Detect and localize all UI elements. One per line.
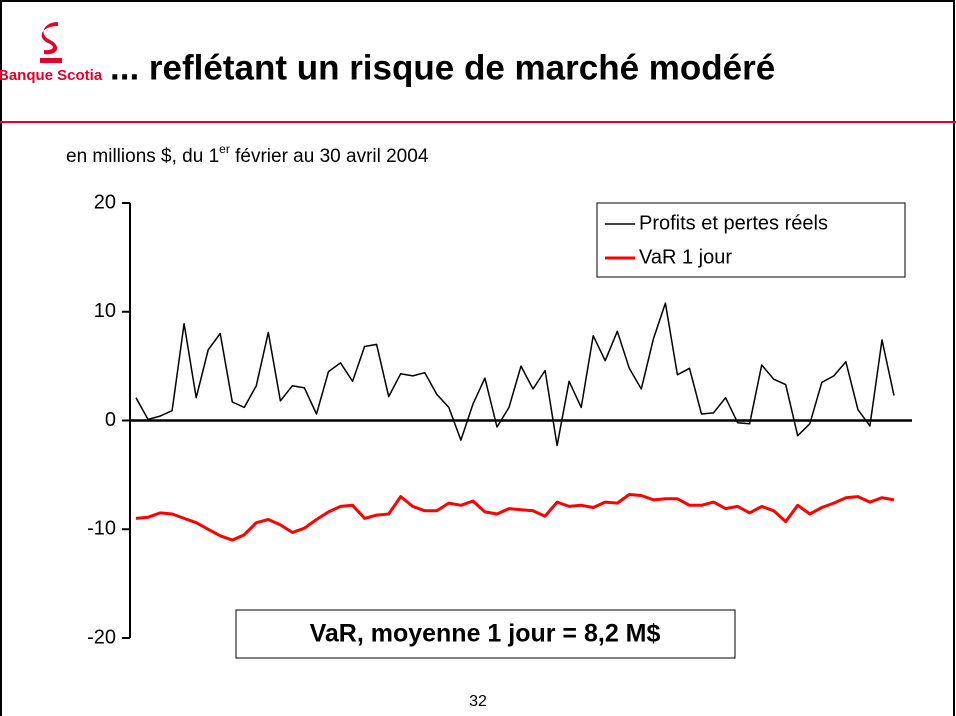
- y-tick-label: 10: [94, 300, 116, 322]
- series-line: [135, 302, 895, 447]
- logo-text: Banque Scotia: [0, 67, 103, 84]
- annotation: VaR, moyenne 1 jour = 8,2 M$: [310, 620, 661, 648]
- y-tick-label: 20: [94, 191, 116, 213]
- annotation-box: [235, 609, 736, 659]
- logo-bar: [40, 58, 62, 63]
- logo-mark: [41, 22, 58, 55]
- legend-label: Profits et pertes réels: [639, 212, 828, 234]
- legend-label: VaR 1 jour: [639, 246, 732, 268]
- subtitle-sup: er: [219, 142, 230, 156]
- legend-box: [596, 202, 906, 278]
- subtitle: en millions $, du 1er février au 30 avri…: [66, 142, 429, 167]
- subtitle-part: février au 30 avril 2004: [230, 146, 429, 167]
- y-tick-label: -10: [87, 518, 116, 540]
- y-tick-label: 0: [105, 409, 116, 431]
- page-number: 32: [469, 693, 487, 710]
- y-tick-label: -20: [87, 626, 116, 648]
- slide-title: ... reflétant un risque de marché modéré: [110, 48, 775, 87]
- series-line: [135, 493, 895, 542]
- subtitle-part: en millions $, du 1: [66, 146, 219, 167]
